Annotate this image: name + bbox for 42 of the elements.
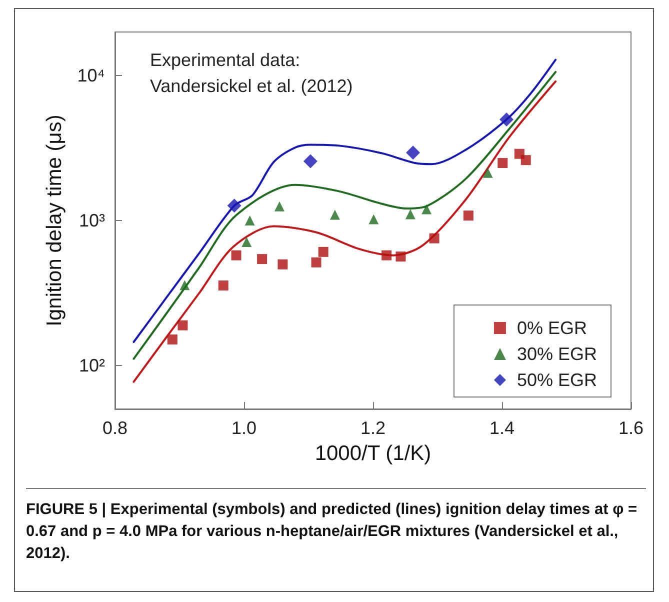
point [303, 154, 318, 168]
point [500, 112, 514, 127]
point [498, 158, 508, 168]
point [218, 280, 228, 290]
point [180, 280, 190, 290]
y-tick-label: 10³ [78, 210, 106, 230]
x-tick-label: 1.4 [489, 418, 515, 438]
point [167, 334, 178, 344]
legend-label: 30% EGR [516, 344, 598, 364]
y-tick-label: 10⁴ [77, 66, 105, 86]
point [178, 320, 188, 330]
point [278, 259, 288, 270]
point [406, 146, 420, 160]
point [244, 216, 255, 226]
y-tick-label: 10² [78, 355, 106, 376]
caption: FIGURE 5 | Experimental (symbols) and predicted (lines) ignition delay times at φ = 0.67 and p = 4.0 MPa for various n-heptane/air/EGR mixtures (Vandersickel et al., 2012). [26, 488, 646, 565]
point [257, 254, 268, 264]
point [429, 233, 440, 244]
point [463, 210, 474, 221]
point [405, 209, 416, 220]
legend-label: 0% EGR [516, 318, 587, 338]
point [330, 210, 340, 220]
y-axis-title: Ignition delay time (μs) [43, 114, 66, 326]
x-tick-label: 0.8 [102, 418, 128, 438]
point [242, 237, 252, 248]
point [382, 250, 392, 260]
annotation: Experimental data: Vandersickel et al. (2012) [150, 50, 353, 96]
point [396, 252, 406, 262]
point [274, 201, 284, 212]
x-axis-title: 1000/T (1/K) [314, 442, 432, 465]
point [520, 155, 531, 166]
point [422, 204, 432, 214]
x-tick-label: 1.2 [360, 418, 386, 438]
point [482, 168, 493, 178]
legend-label: 50% EGR [516, 370, 598, 390]
x-tick-label: 1.0 [231, 418, 257, 438]
point [231, 250, 242, 260]
point [318, 246, 328, 257]
point [311, 257, 322, 268]
point [368, 214, 379, 224]
point [227, 198, 242, 213]
x-tick-label: 1.6 [618, 418, 644, 438]
